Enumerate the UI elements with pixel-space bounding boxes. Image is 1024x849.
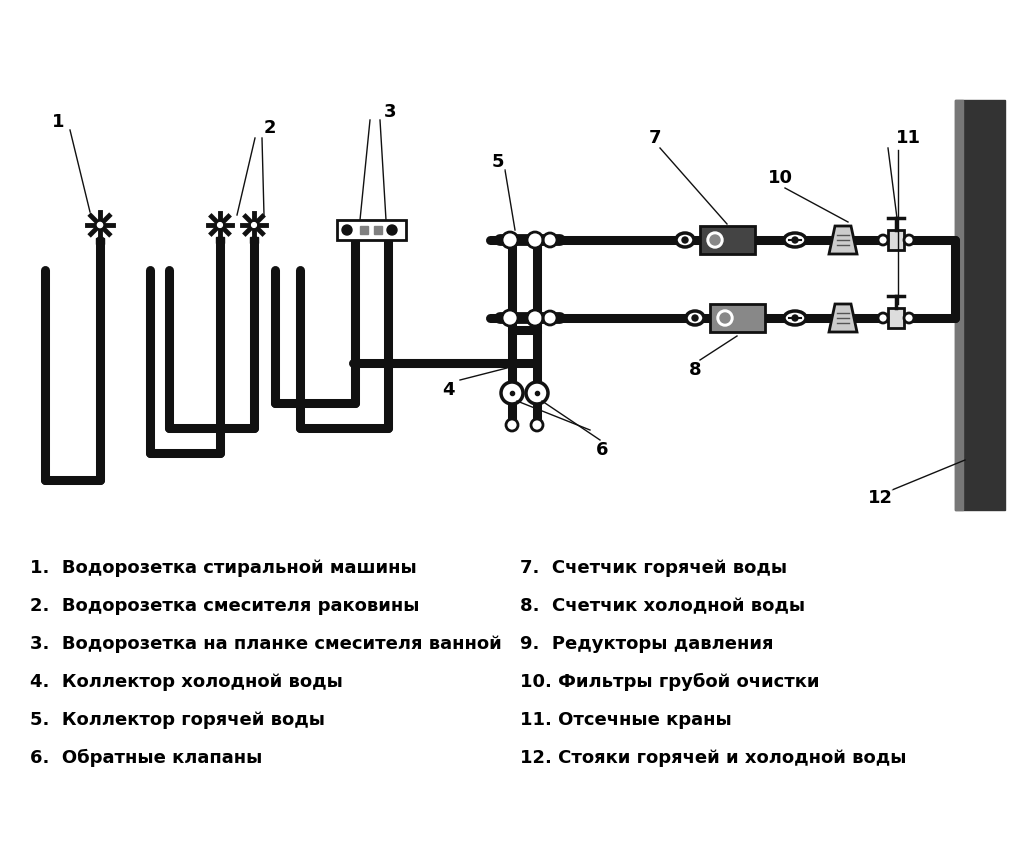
Text: 6: 6 <box>596 441 608 459</box>
Circle shape <box>250 221 258 229</box>
Text: 4.  Коллектор холодной воды: 4. Коллектор холодной воды <box>30 673 343 691</box>
Circle shape <box>692 315 698 321</box>
Circle shape <box>501 382 523 404</box>
Circle shape <box>342 225 352 235</box>
Bar <box>360 226 368 234</box>
Circle shape <box>904 313 914 323</box>
Circle shape <box>95 220 104 230</box>
Text: 2: 2 <box>264 119 276 137</box>
Ellipse shape <box>784 233 806 247</box>
Circle shape <box>682 237 688 243</box>
Circle shape <box>792 315 798 321</box>
Ellipse shape <box>784 311 806 325</box>
Text: 9.  Редукторы давления: 9. Редукторы давления <box>520 635 773 653</box>
Circle shape <box>878 313 888 323</box>
Circle shape <box>502 232 518 248</box>
Circle shape <box>217 222 222 228</box>
Circle shape <box>710 235 720 245</box>
Text: 11: 11 <box>896 129 921 147</box>
Text: 7: 7 <box>649 129 662 147</box>
Text: 12: 12 <box>867 489 893 507</box>
Ellipse shape <box>686 311 705 325</box>
Text: 5.  Коллектор горячей воды: 5. Коллектор горячей воды <box>30 711 325 729</box>
Text: 1: 1 <box>52 113 65 131</box>
Circle shape <box>527 232 543 248</box>
Circle shape <box>506 419 518 431</box>
Text: 4: 4 <box>441 381 455 399</box>
Circle shape <box>904 235 914 245</box>
Bar <box>710 304 765 332</box>
Text: 10: 10 <box>768 169 793 187</box>
Circle shape <box>543 233 557 247</box>
Circle shape <box>717 310 733 326</box>
Text: 7.  Счетчик горячей воды: 7. Счетчик горячей воды <box>520 559 787 577</box>
Bar <box>699 226 755 254</box>
Bar <box>888 308 904 328</box>
Circle shape <box>792 237 798 243</box>
Circle shape <box>215 221 224 229</box>
Circle shape <box>526 382 548 404</box>
Text: 8.  Счетчик холодной воды: 8. Счетчик холодной воды <box>520 597 805 615</box>
Text: 5: 5 <box>492 153 504 171</box>
Polygon shape <box>829 226 857 254</box>
Circle shape <box>97 222 102 228</box>
Circle shape <box>878 235 888 245</box>
Text: 3: 3 <box>384 103 396 121</box>
Text: 10. Фильтры грубой очистки: 10. Фильтры грубой очистки <box>520 673 819 691</box>
Text: 11. Отсечные краны: 11. Отсечные краны <box>520 711 732 729</box>
Text: 2.  Водорозетка смесителя раковины: 2. Водорозетка смесителя раковины <box>30 597 420 615</box>
Circle shape <box>543 311 557 325</box>
Bar <box>250 237 258 243</box>
Circle shape <box>720 313 730 323</box>
Polygon shape <box>829 304 857 332</box>
Bar <box>888 230 904 250</box>
Circle shape <box>531 419 543 431</box>
Bar <box>955 100 1005 510</box>
Text: 6.  Обратные клапаны: 6. Обратные клапаны <box>30 749 262 767</box>
Circle shape <box>502 310 518 326</box>
Circle shape <box>387 225 397 235</box>
Circle shape <box>252 222 256 228</box>
Bar <box>374 226 382 234</box>
Text: 1.  Водорозетка стиральной машины: 1. Водорозетка стиральной машины <box>30 559 417 577</box>
Bar <box>216 237 224 243</box>
Circle shape <box>527 310 543 326</box>
Bar <box>337 220 406 240</box>
Text: 12. Стояки горячей и холодной воды: 12. Стояки горячей и холодной воды <box>520 749 906 767</box>
Text: 3.  Водорозетка на планке смесителя ванной: 3. Водорозетка на планке смесителя ванно… <box>30 635 502 653</box>
Circle shape <box>707 232 723 248</box>
Ellipse shape <box>676 233 694 247</box>
Bar <box>96 238 104 244</box>
Text: 8: 8 <box>689 361 701 379</box>
Bar <box>955 100 963 510</box>
